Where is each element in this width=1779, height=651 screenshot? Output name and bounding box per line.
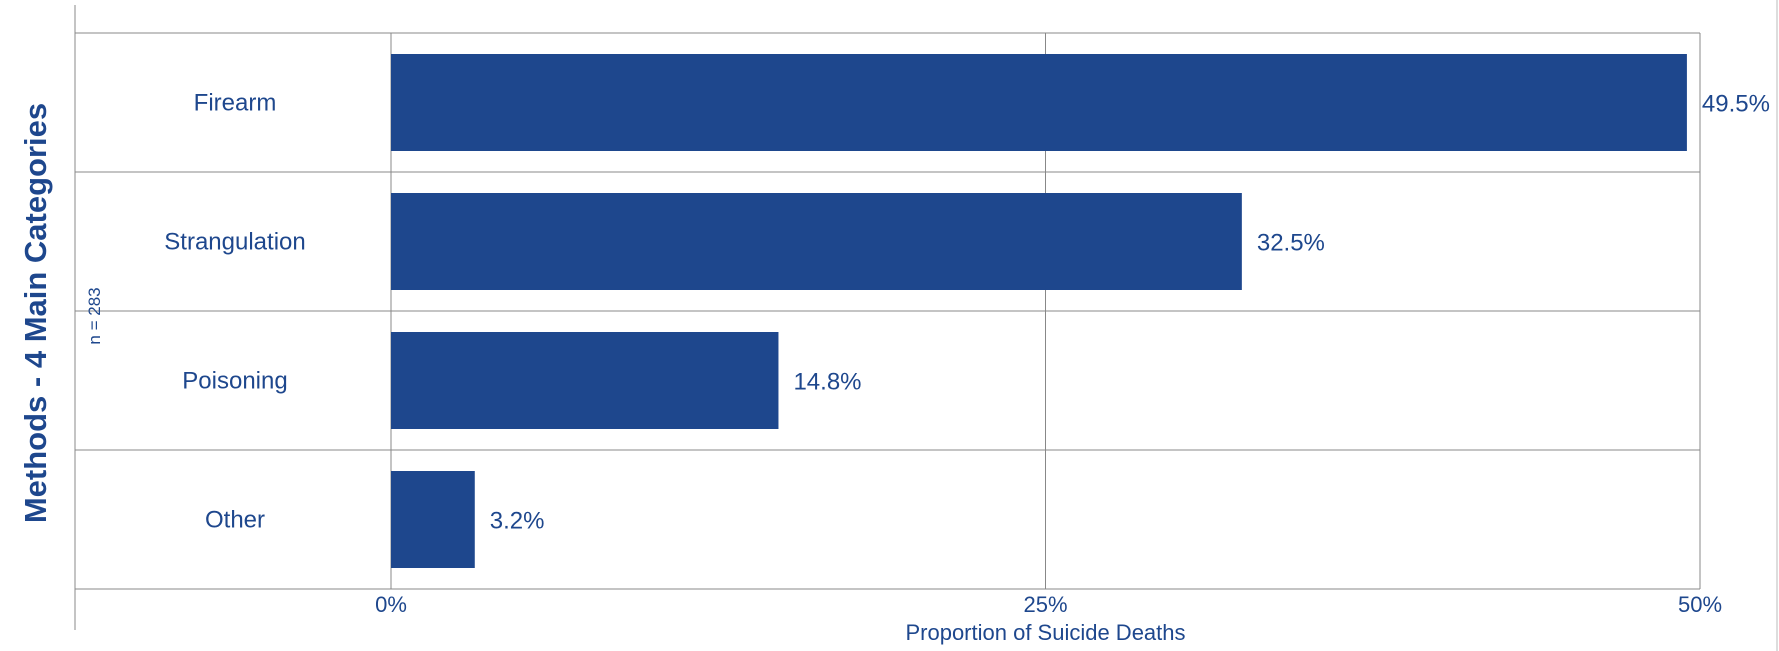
- x-tick-label: 25%: [1023, 592, 1067, 617]
- bar: [391, 54, 1687, 151]
- value-label: 49.5%: [1702, 91, 1770, 118]
- bar: [391, 193, 1242, 290]
- y-axis-title: Methods - 4 Main Categories: [18, 103, 53, 523]
- value-label: 3.2%: [490, 508, 545, 535]
- x-tick-label: 50%: [1678, 592, 1722, 617]
- bars: [391, 54, 1687, 568]
- value-label: 32.5%: [1257, 230, 1325, 257]
- value-label: 14.8%: [793, 369, 861, 396]
- category-label: Strangulation: [164, 229, 305, 256]
- x-axis-title: Proportion of Suicide Deaths: [905, 620, 1185, 645]
- x-tick-label: 0%: [375, 592, 407, 617]
- category-label: Other: [205, 507, 265, 534]
- category-label: Firearm: [194, 90, 277, 117]
- labels: Methods - 4 Main Categories Proportion o…: [18, 90, 1770, 646]
- bar: [391, 332, 779, 429]
- grid-lines: [74, 0, 1778, 651]
- category-label: Poisoning: [182, 368, 287, 395]
- bar: [391, 471, 475, 568]
- sample-size-annotation: n = 283: [85, 287, 104, 344]
